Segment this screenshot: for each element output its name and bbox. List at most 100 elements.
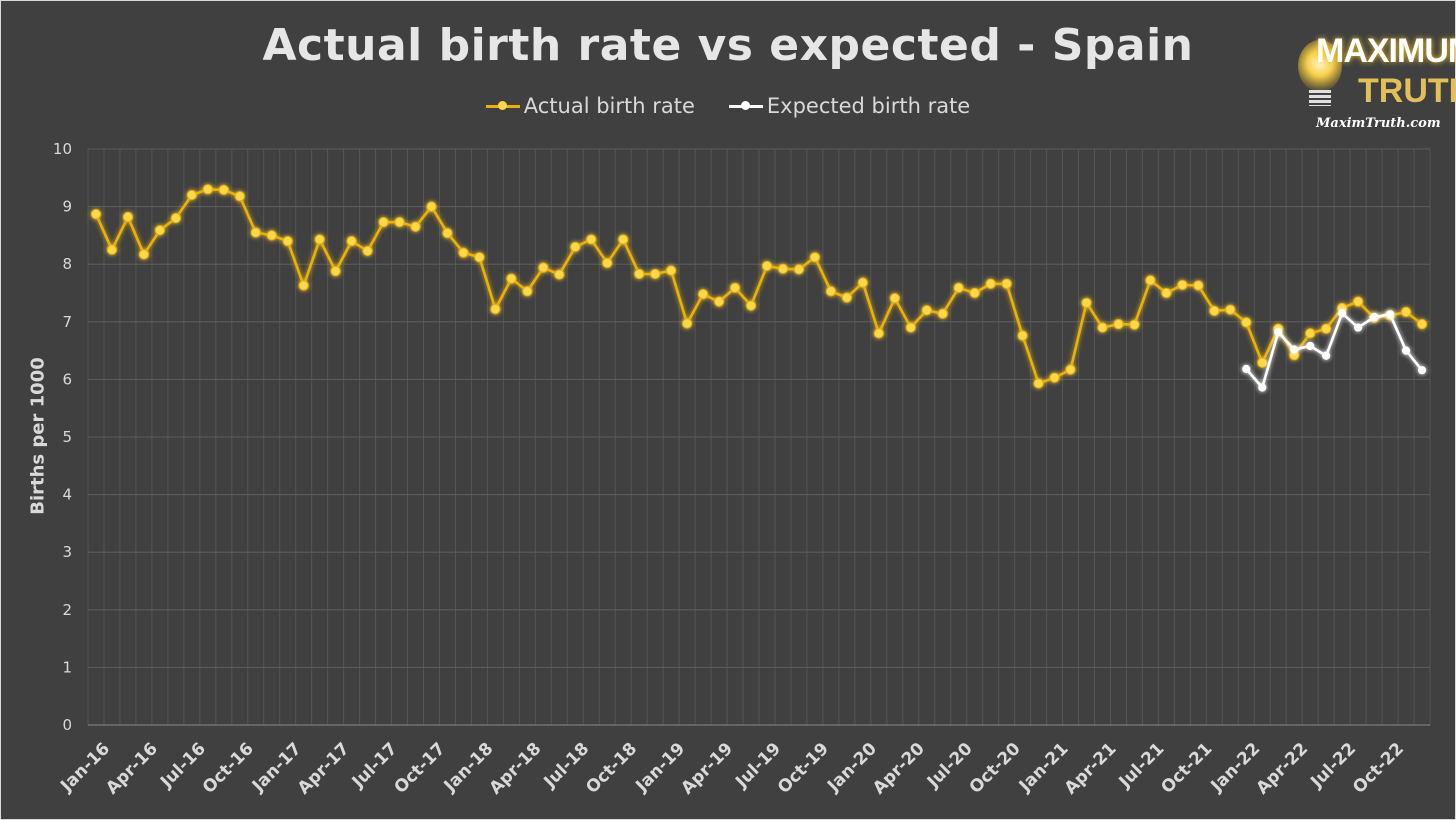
data-point[interactable]	[1145, 275, 1156, 286]
data-point[interactable]	[314, 234, 325, 245]
data-point[interactable]	[682, 318, 693, 329]
data-point[interactable]	[905, 322, 916, 333]
data-point[interactable]	[298, 280, 309, 291]
series-actual	[90, 184, 1428, 389]
data-point[interactable]	[1017, 330, 1028, 341]
data-point[interactable]	[697, 289, 709, 300]
data-point[interactable]	[90, 208, 102, 220]
data-point[interactable]	[777, 263, 789, 274]
data-point[interactable]	[937, 308, 948, 319]
data-point[interactable]	[761, 260, 773, 272]
data-point[interactable]	[1097, 322, 1108, 333]
data-point[interactable]	[1177, 279, 1188, 291]
data-point[interactable]	[202, 184, 213, 195]
data-point[interactable]	[442, 227, 453, 239]
data-point[interactable]	[1417, 366, 1427, 375]
data-point[interactable]	[1416, 319, 1428, 330]
data-point[interactable]	[650, 268, 661, 280]
data-point[interactable]	[186, 189, 197, 201]
data-point[interactable]	[522, 286, 533, 297]
data-point[interactable]	[586, 234, 597, 245]
data-point[interactable]	[857, 277, 868, 288]
data-point[interactable]	[602, 257, 613, 269]
data-point[interactable]	[378, 217, 389, 228]
data-point[interactable]	[1354, 323, 1363, 332]
data-point[interactable]	[266, 230, 277, 241]
data-point[interactable]	[1049, 372, 1060, 383]
data-point[interactable]	[506, 273, 517, 284]
data-point[interactable]	[362, 245, 373, 257]
data-point[interactable]	[1305, 328, 1316, 339]
data-point[interactable]	[394, 217, 405, 228]
data-point[interactable]	[1321, 323, 1332, 334]
y-tick-label: 4	[62, 486, 72, 504]
data-point[interactable]	[1258, 383, 1267, 392]
logo-word-truth: TRUTH	[1358, 72, 1456, 110]
data-point[interactable]	[346, 236, 357, 247]
data-point[interactable]	[282, 236, 293, 247]
chart-legend: Actual birth rate Expected birth rate	[0, 94, 1456, 118]
data-point[interactable]	[106, 244, 118, 255]
data-point[interactable]	[793, 264, 805, 275]
data-point[interactable]	[570, 241, 581, 253]
data-point[interactable]	[1241, 317, 1252, 328]
data-point[interactable]	[170, 213, 181, 224]
data-point[interactable]	[1081, 297, 1092, 308]
data-point[interactable]	[1290, 345, 1299, 354]
data-point[interactable]	[1401, 346, 1411, 355]
data-point[interactable]	[1161, 287, 1172, 299]
data-point[interactable]	[1193, 280, 1204, 291]
data-point[interactable]	[985, 278, 996, 289]
data-point[interactable]	[666, 265, 677, 276]
data-point[interactable]	[490, 304, 501, 315]
data-point[interactable]	[1129, 319, 1140, 330]
data-point[interactable]	[841, 292, 852, 303]
data-point[interactable]	[1322, 351, 1331, 360]
data-point[interactable]	[729, 282, 741, 293]
data-point[interactable]	[969, 287, 980, 299]
data-point[interactable]	[634, 268, 645, 280]
data-point[interactable]	[921, 305, 932, 316]
chart-title: Actual birth rate vs expected - Spain	[262, 20, 1194, 71]
data-point[interactable]	[873, 328, 884, 339]
data-point[interactable]	[889, 293, 900, 304]
data-point[interactable]	[1306, 341, 1315, 351]
data-point[interactable]	[1113, 319, 1124, 330]
data-point[interactable]	[154, 225, 165, 236]
data-point[interactable]	[1257, 357, 1268, 368]
data-point[interactable]	[538, 262, 549, 273]
data-point[interactable]	[1274, 328, 1283, 337]
data-point[interactable]	[1242, 364, 1251, 374]
data-point[interactable]	[330, 266, 341, 277]
data-point[interactable]	[426, 201, 437, 212]
data-point[interactable]	[1065, 364, 1076, 375]
data-point[interactable]	[218, 184, 229, 195]
data-point[interactable]	[1001, 278, 1012, 289]
data-point[interactable]	[1353, 296, 1364, 307]
data-point[interactable]	[1033, 378, 1044, 389]
data-point[interactable]	[1400, 306, 1412, 318]
data-point[interactable]	[825, 286, 836, 297]
data-point[interactable]	[122, 211, 134, 223]
data-point[interactable]	[1209, 305, 1220, 316]
data-point[interactable]	[474, 252, 485, 263]
data-point[interactable]	[458, 247, 469, 258]
legend-item-actual[interactable]: Actual birth rate	[485, 94, 695, 118]
data-point[interactable]	[1385, 310, 1395, 319]
data-point[interactable]	[713, 296, 725, 307]
data-point[interactable]	[234, 191, 245, 202]
data-point[interactable]	[410, 221, 421, 232]
data-point[interactable]	[745, 300, 757, 311]
data-point[interactable]	[1338, 309, 1347, 318]
data-point[interactable]	[1369, 313, 1379, 322]
data-point[interactable]	[138, 249, 150, 260]
data-point[interactable]	[250, 227, 261, 238]
data-point[interactable]	[618, 234, 629, 245]
data-point[interactable]	[1225, 304, 1236, 315]
legend-item-expected[interactable]: Expected birth rate	[728, 94, 970, 118]
data-point[interactable]	[809, 252, 821, 263]
x-tick-label: Oct-18	[582, 739, 641, 798]
data-point[interactable]	[554, 269, 565, 280]
data-point[interactable]	[953, 282, 964, 293]
x-tick-label: Apr-16	[102, 739, 162, 799]
